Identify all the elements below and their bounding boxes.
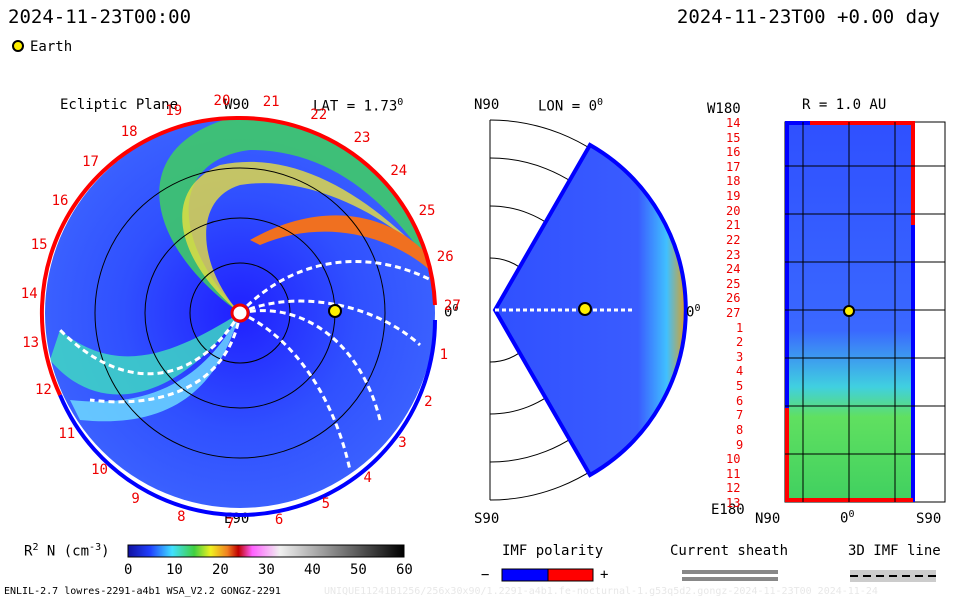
radius-label: R = 1.0 AU: [802, 97, 887, 113]
radial-s90-label: S90: [916, 511, 942, 527]
carrington-label: 10: [91, 462, 108, 479]
e180-label: E180: [711, 502, 745, 518]
radial-row-label: 25: [726, 276, 741, 291]
carrington-label: 18: [120, 123, 138, 140]
imf3d-title: 3D IMF line: [848, 543, 941, 559]
imf-polarity-bar: [501, 568, 594, 582]
colorbar-tick-label: 60: [396, 562, 413, 578]
carrington-label: 5: [321, 496, 331, 513]
density-colorbar: [127, 544, 405, 558]
radial-zero-label: 00: [840, 509, 855, 527]
carrington-label: 15: [30, 237, 48, 254]
radial-row-label: 24: [726, 262, 741, 277]
imf-polarity-title: IMF polarity: [502, 543, 604, 559]
radial-n90-label: N90: [755, 511, 781, 527]
carrington-label: 19: [165, 102, 183, 119]
radial-row-label: 11: [726, 466, 741, 481]
radial-row-label: 6: [736, 393, 744, 408]
earth-legend-label: Earth: [30, 39, 73, 55]
sun-marker-icon: [230, 303, 250, 323]
right-datetime: 2024-11-23T00 +0.00 day: [676, 6, 940, 28]
carrington-label: 20: [213, 92, 231, 109]
current-sheath-legend: [682, 570, 778, 581]
radial-row-label: 10: [726, 452, 741, 467]
colorbar-tick-label: 50: [350, 562, 367, 578]
radial-row-label: 27: [726, 306, 741, 320]
carrington-label: 4: [363, 470, 372, 487]
carrington-label: 8: [177, 508, 186, 525]
imf-minus-label: −: [481, 567, 490, 583]
colorbar-title: R2 N (cm-3): [24, 542, 110, 560]
radial-row-label: 21: [726, 218, 741, 233]
left-datetime: 2024-11-23T00:00: [8, 6, 192, 28]
radial-row-label: 4: [736, 364, 744, 379]
carrington-label: 26: [436, 249, 454, 266]
carrington-label: 1: [439, 346, 449, 363]
carrington-label: 22: [310, 106, 328, 123]
s90-label: S90: [474, 511, 500, 527]
colorbar-tick-label: 10: [166, 562, 183, 578]
radial-row-label: 9: [736, 437, 744, 452]
current-sheath-title: Current sheath: [670, 543, 789, 559]
n90-label: N90: [474, 97, 500, 113]
radial-row-label: 1: [736, 320, 744, 335]
earth-position-marker: [328, 304, 342, 318]
carrington-label: 16: [51, 192, 69, 209]
lon-label: LON = 00: [538, 97, 604, 115]
colorbar-tick-label: 40: [304, 562, 321, 578]
footer-model-info: ENLIL-2.7 lowres-2291-a4b1 WSA_V2.2 GONG…: [4, 586, 281, 597]
carrington-label: 9: [131, 490, 140, 507]
meridional-plane-plot: [489, 119, 688, 501]
radial-row-label: 3: [736, 349, 744, 364]
radial-row-label: 23: [726, 247, 741, 262]
footer-run-id: UNIQUE11241B1256/256x30x90/1.2291-a4b1.f…: [324, 586, 878, 597]
radial-slice-plot: [784, 121, 946, 503]
radial-row-label: 19: [726, 189, 741, 204]
carrington-label: 24: [390, 163, 408, 180]
radial-row-label: 13: [726, 496, 741, 510]
carrington-label: 25: [418, 203, 436, 220]
carrington-label: 14: [20, 285, 38, 302]
carrington-label: 11: [58, 425, 76, 442]
carrington-label: 23: [353, 130, 371, 147]
radial-row-label: 14: [726, 116, 741, 130]
radial-row-label: 7: [736, 408, 744, 423]
w90-label: W90: [224, 97, 250, 113]
ecliptic-plane-plot: [39, 115, 437, 517]
radial-row-label: 8: [736, 422, 744, 437]
radial-row-label: 12: [726, 481, 741, 496]
carrington-label: 7: [225, 515, 235, 532]
carrington-label: 2: [424, 393, 433, 410]
ecliptic-zero-label: 00: [444, 303, 459, 321]
radial-row-label: 5: [736, 379, 744, 394]
carrington-label: 12: [34, 382, 52, 399]
radial-row-label: 17: [726, 159, 741, 174]
carrington-label: 21: [262, 94, 280, 111]
meridional-zero-label: 00: [686, 303, 701, 321]
carrington-label: 3: [398, 435, 407, 452]
earth-marker-icon: [12, 40, 24, 52]
radial-row-label: 22: [726, 232, 741, 247]
radial-row-label: 18: [726, 174, 741, 189]
carrington-label: 13: [22, 334, 40, 351]
w180-label: W180: [707, 101, 741, 117]
colorbar-tick-label: 20: [212, 562, 229, 578]
colorbar-tick-label: 30: [258, 562, 275, 578]
lat-label: LAT = 1.730: [313, 97, 404, 115]
radial-row-label: 20: [726, 203, 741, 218]
imf-plus-label: +: [600, 567, 609, 583]
radial-row-label: 26: [726, 291, 741, 306]
radial-row-label: 2: [736, 335, 744, 350]
radial-row-label: 16: [726, 145, 741, 160]
carrington-label: 27: [443, 297, 461, 314]
radial-row-label: 15: [726, 130, 741, 145]
carrington-label: 17: [82, 154, 99, 171]
colorbar-tick-label: 0: [124, 562, 133, 578]
carrington-label: 6: [274, 511, 284, 528]
imf3d-line-legend: [850, 570, 936, 582]
ecliptic-title: Ecliptic Plane: [60, 97, 179, 113]
